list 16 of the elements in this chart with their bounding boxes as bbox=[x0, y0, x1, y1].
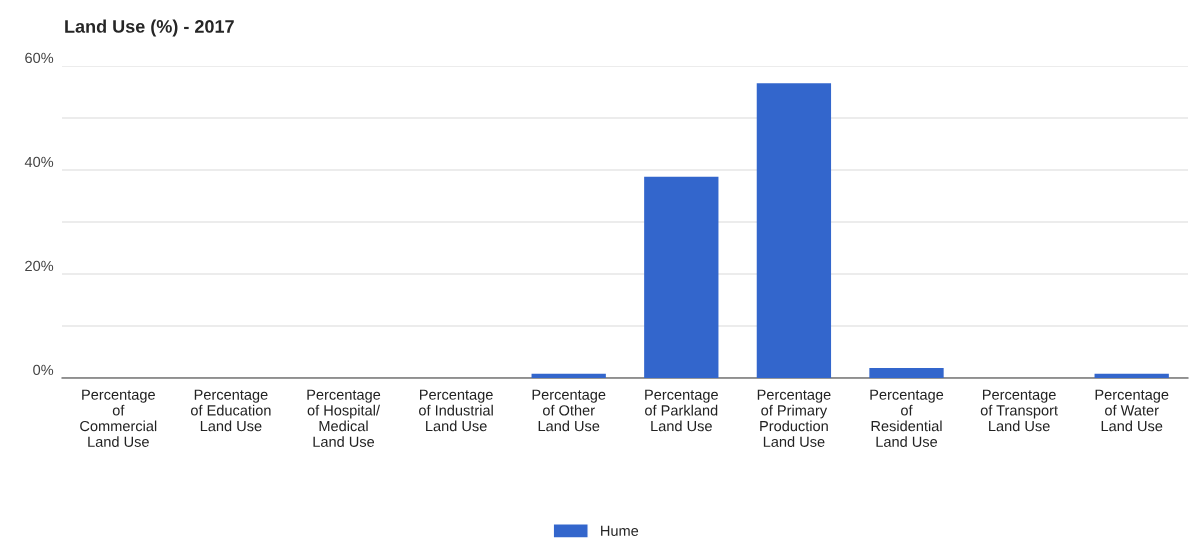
x-tick-label: Percentage of Transport Land Use bbox=[980, 389, 1058, 432]
y-tick-label: 20% bbox=[25, 260, 54, 272]
chart-title: Land Use (%) - 2017 bbox=[65, 19, 234, 37]
x-tick-label: Percentage of Commercial Land Use bbox=[80, 389, 157, 447]
y-tick-label: 60% bbox=[25, 52, 54, 64]
x-tick-label: Percentage of Parkland Land Use bbox=[645, 389, 718, 432]
x-tick-label: Percentage of Primary Production Land Use bbox=[757, 389, 831, 447]
y-tick-label: 40% bbox=[24, 156, 54, 168]
x-tick-label: Percentage of Other Land Use bbox=[532, 389, 606, 432]
x-tick-label: Percentage of Education Land Use bbox=[190, 389, 271, 432]
legend-label: Hume bbox=[601, 525, 639, 536]
x-tick-label: Percentage of Industrial Land Use bbox=[419, 389, 493, 432]
x-tick-label: Percentage of Hospital/ Medical Land Use bbox=[307, 389, 381, 447]
x-tick-label: Percentage of Water Land Use bbox=[1095, 389, 1169, 432]
y-tick-label: 0% bbox=[33, 364, 54, 376]
x-tick-label: Percentage of Residential Land Use bbox=[870, 389, 944, 447]
